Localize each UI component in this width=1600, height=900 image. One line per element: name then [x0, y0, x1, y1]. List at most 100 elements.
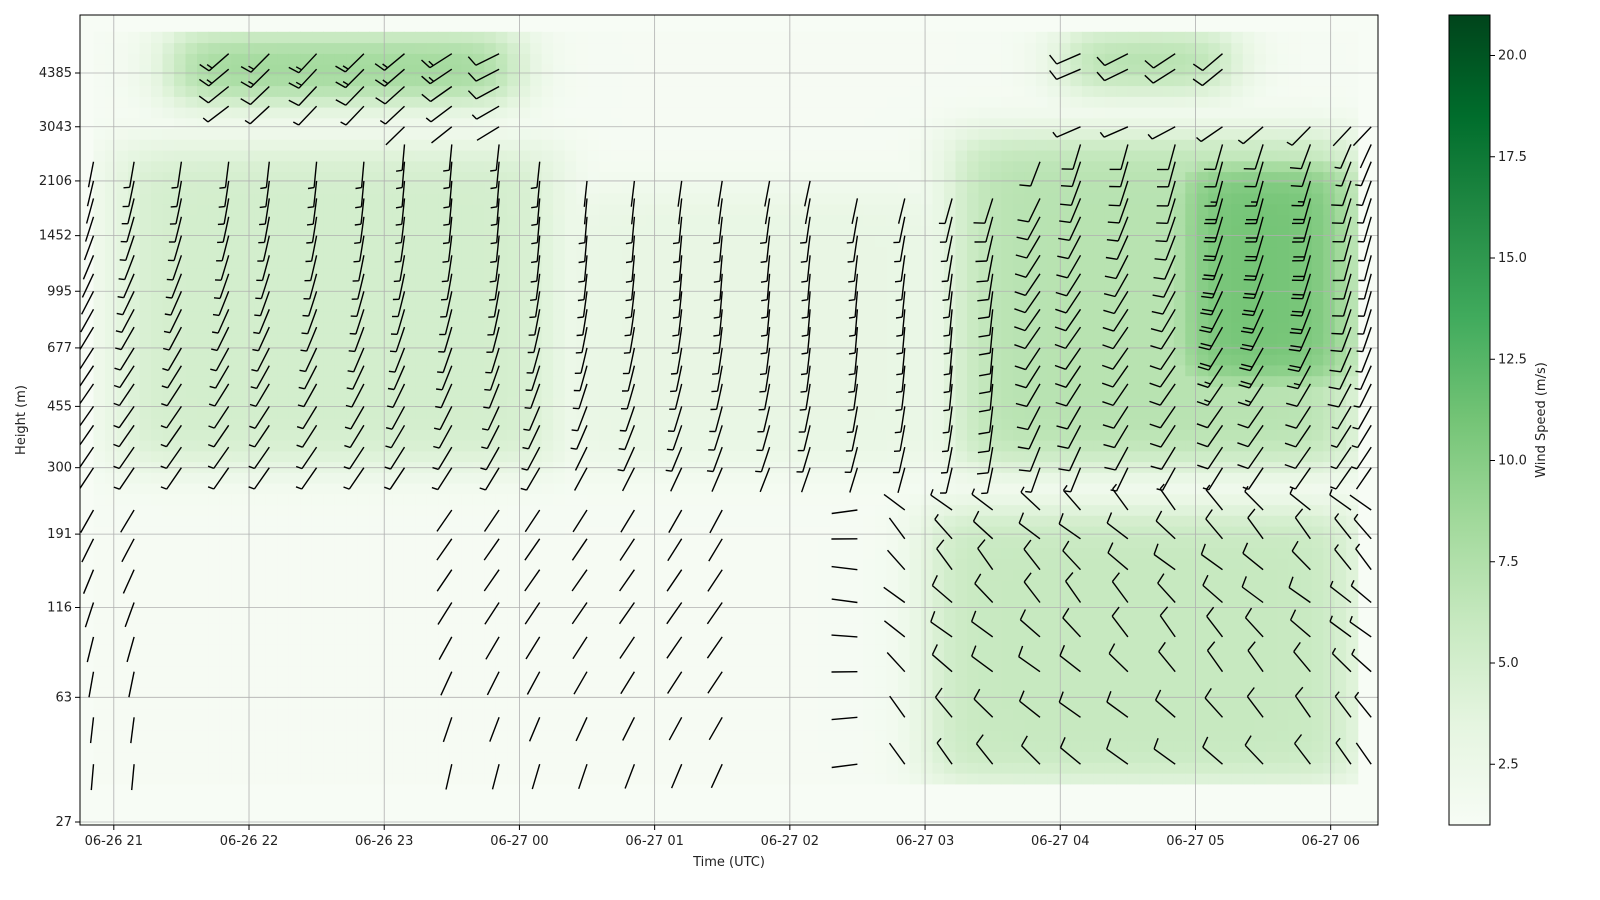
- heatmap-cell: [174, 601, 187, 613]
- heatmap-cell: [311, 687, 324, 699]
- heatmap-cell: [461, 31, 474, 44]
- heatmap-cell: [794, 31, 807, 44]
- heatmap-cell: [656, 214, 669, 226]
- heatmap-cell: [771, 42, 784, 54]
- heatmap-cell: [610, 214, 623, 226]
- heatmap-cell: [403, 300, 416, 312]
- heatmap-cell: [748, 225, 761, 237]
- heatmap-cell: [139, 558, 152, 570]
- heatmap-cell: [737, 773, 750, 785]
- heatmap-cell: [357, 762, 370, 774]
- heatmap-cell: [599, 193, 612, 205]
- heatmap-cell: [668, 343, 681, 355]
- heatmap-cell: [265, 762, 278, 774]
- heatmap-cell: [507, 257, 520, 269]
- heatmap-cell: [415, 483, 428, 495]
- heatmap-cell: [829, 730, 842, 742]
- heatmap-cell: [288, 429, 301, 441]
- heatmap-cell: [346, 418, 359, 430]
- heatmap-cell: [714, 579, 727, 591]
- heatmap-cell: [702, 633, 715, 645]
- heatmap-cell: [656, 654, 669, 667]
- heatmap-cell: [197, 461, 210, 473]
- heatmap-cell: [875, 321, 888, 334]
- heatmap-cell: [530, 762, 543, 774]
- heatmap-cell: [668, 687, 681, 699]
- heatmap-cell: [852, 160, 865, 173]
- heatmap-cell: [576, 236, 589, 248]
- heatmap-cell: [610, 687, 623, 699]
- heatmap-cell: [725, 526, 738, 538]
- heatmap-cell: [863, 311, 876, 323]
- heatmap-cell: [599, 450, 612, 463]
- heatmap-cell: [737, 53, 750, 65]
- heatmap-cell: [898, 171, 911, 183]
- heatmap-cell: [737, 128, 750, 140]
- heatmap-cell: [783, 461, 796, 473]
- heatmap-cell: [346, 579, 359, 591]
- heatmap-cell: [277, 644, 290, 656]
- heatmap-cell: [323, 139, 336, 151]
- heatmap-cell: [886, 107, 899, 119]
- heatmap-cell: [518, 483, 531, 495]
- heatmap-cell: [829, 203, 842, 215]
- heatmap-cell: [288, 311, 301, 323]
- heatmap-cell: [668, 160, 681, 173]
- heatmap-cell: [668, 42, 681, 54]
- heatmap-cell: [93, 300, 106, 312]
- heatmap-cell: [702, 558, 715, 570]
- heatmap-cell: [254, 268, 267, 280]
- heatmap-cell: [587, 601, 600, 613]
- heatmap-cell: [737, 64, 750, 76]
- heatmap-cell: [415, 493, 428, 506]
- heatmap-cell: [587, 547, 600, 559]
- heatmap-cell: [208, 246, 221, 258]
- heatmap-cell: [679, 128, 692, 140]
- heatmap-cell: [472, 740, 485, 753]
- heatmap-cell: [219, 375, 232, 387]
- heatmap-cell: [277, 96, 290, 108]
- heatmap-cell: [794, 590, 807, 602]
- heatmap-cell: [702, 654, 715, 667]
- heatmap-cell: [334, 579, 347, 591]
- heatmap-cell: [852, 622, 865, 634]
- heatmap-cell: [760, 42, 773, 54]
- heatmap-cell: [105, 590, 118, 602]
- heatmap-cell: [105, 343, 118, 355]
- heatmap-cell: [426, 397, 439, 409]
- heatmap-cell: [403, 397, 416, 409]
- heatmap-cell: [599, 31, 612, 44]
- heatmap-cell: [311, 740, 324, 753]
- heatmap-cell: [288, 225, 301, 237]
- heatmap-cell: [105, 182, 118, 194]
- heatmap-cell: [691, 203, 704, 215]
- heatmap-cell: [622, 64, 635, 76]
- heatmap-cell: [415, 364, 428, 377]
- heatmap-cell: [311, 751, 324, 763]
- heatmap-cell: [829, 343, 842, 355]
- heatmap-cell: [702, 440, 715, 452]
- heatmap-cell: [737, 601, 750, 613]
- heatmap-cell: [128, 311, 141, 323]
- heatmap-cell: [576, 203, 589, 215]
- heatmap-cell: [116, 225, 129, 237]
- heatmap-cell: [714, 504, 727, 516]
- heatmap-cell: [564, 569, 577, 581]
- heatmap-cell: [645, 214, 658, 226]
- heatmap-cell: [415, 526, 428, 538]
- heatmap-cell: [392, 504, 405, 516]
- heatmap-cell: [438, 762, 451, 774]
- heatmap-cell: [737, 450, 750, 463]
- heatmap-cell: [852, 42, 865, 54]
- heatmap-cell: [392, 526, 405, 538]
- heatmap-cell: [334, 601, 347, 613]
- heatmap-cell: [369, 31, 382, 44]
- heatmap-cell: [380, 214, 393, 226]
- heatmap-cell: [495, 569, 508, 581]
- heatmap-cell: [725, 128, 738, 140]
- heatmap-cell: [254, 418, 267, 430]
- heatmap-cell: [518, 558, 531, 570]
- heatmap-cell: [369, 289, 382, 301]
- heatmap-cell: [231, 182, 244, 194]
- heatmap-cell: [599, 644, 612, 656]
